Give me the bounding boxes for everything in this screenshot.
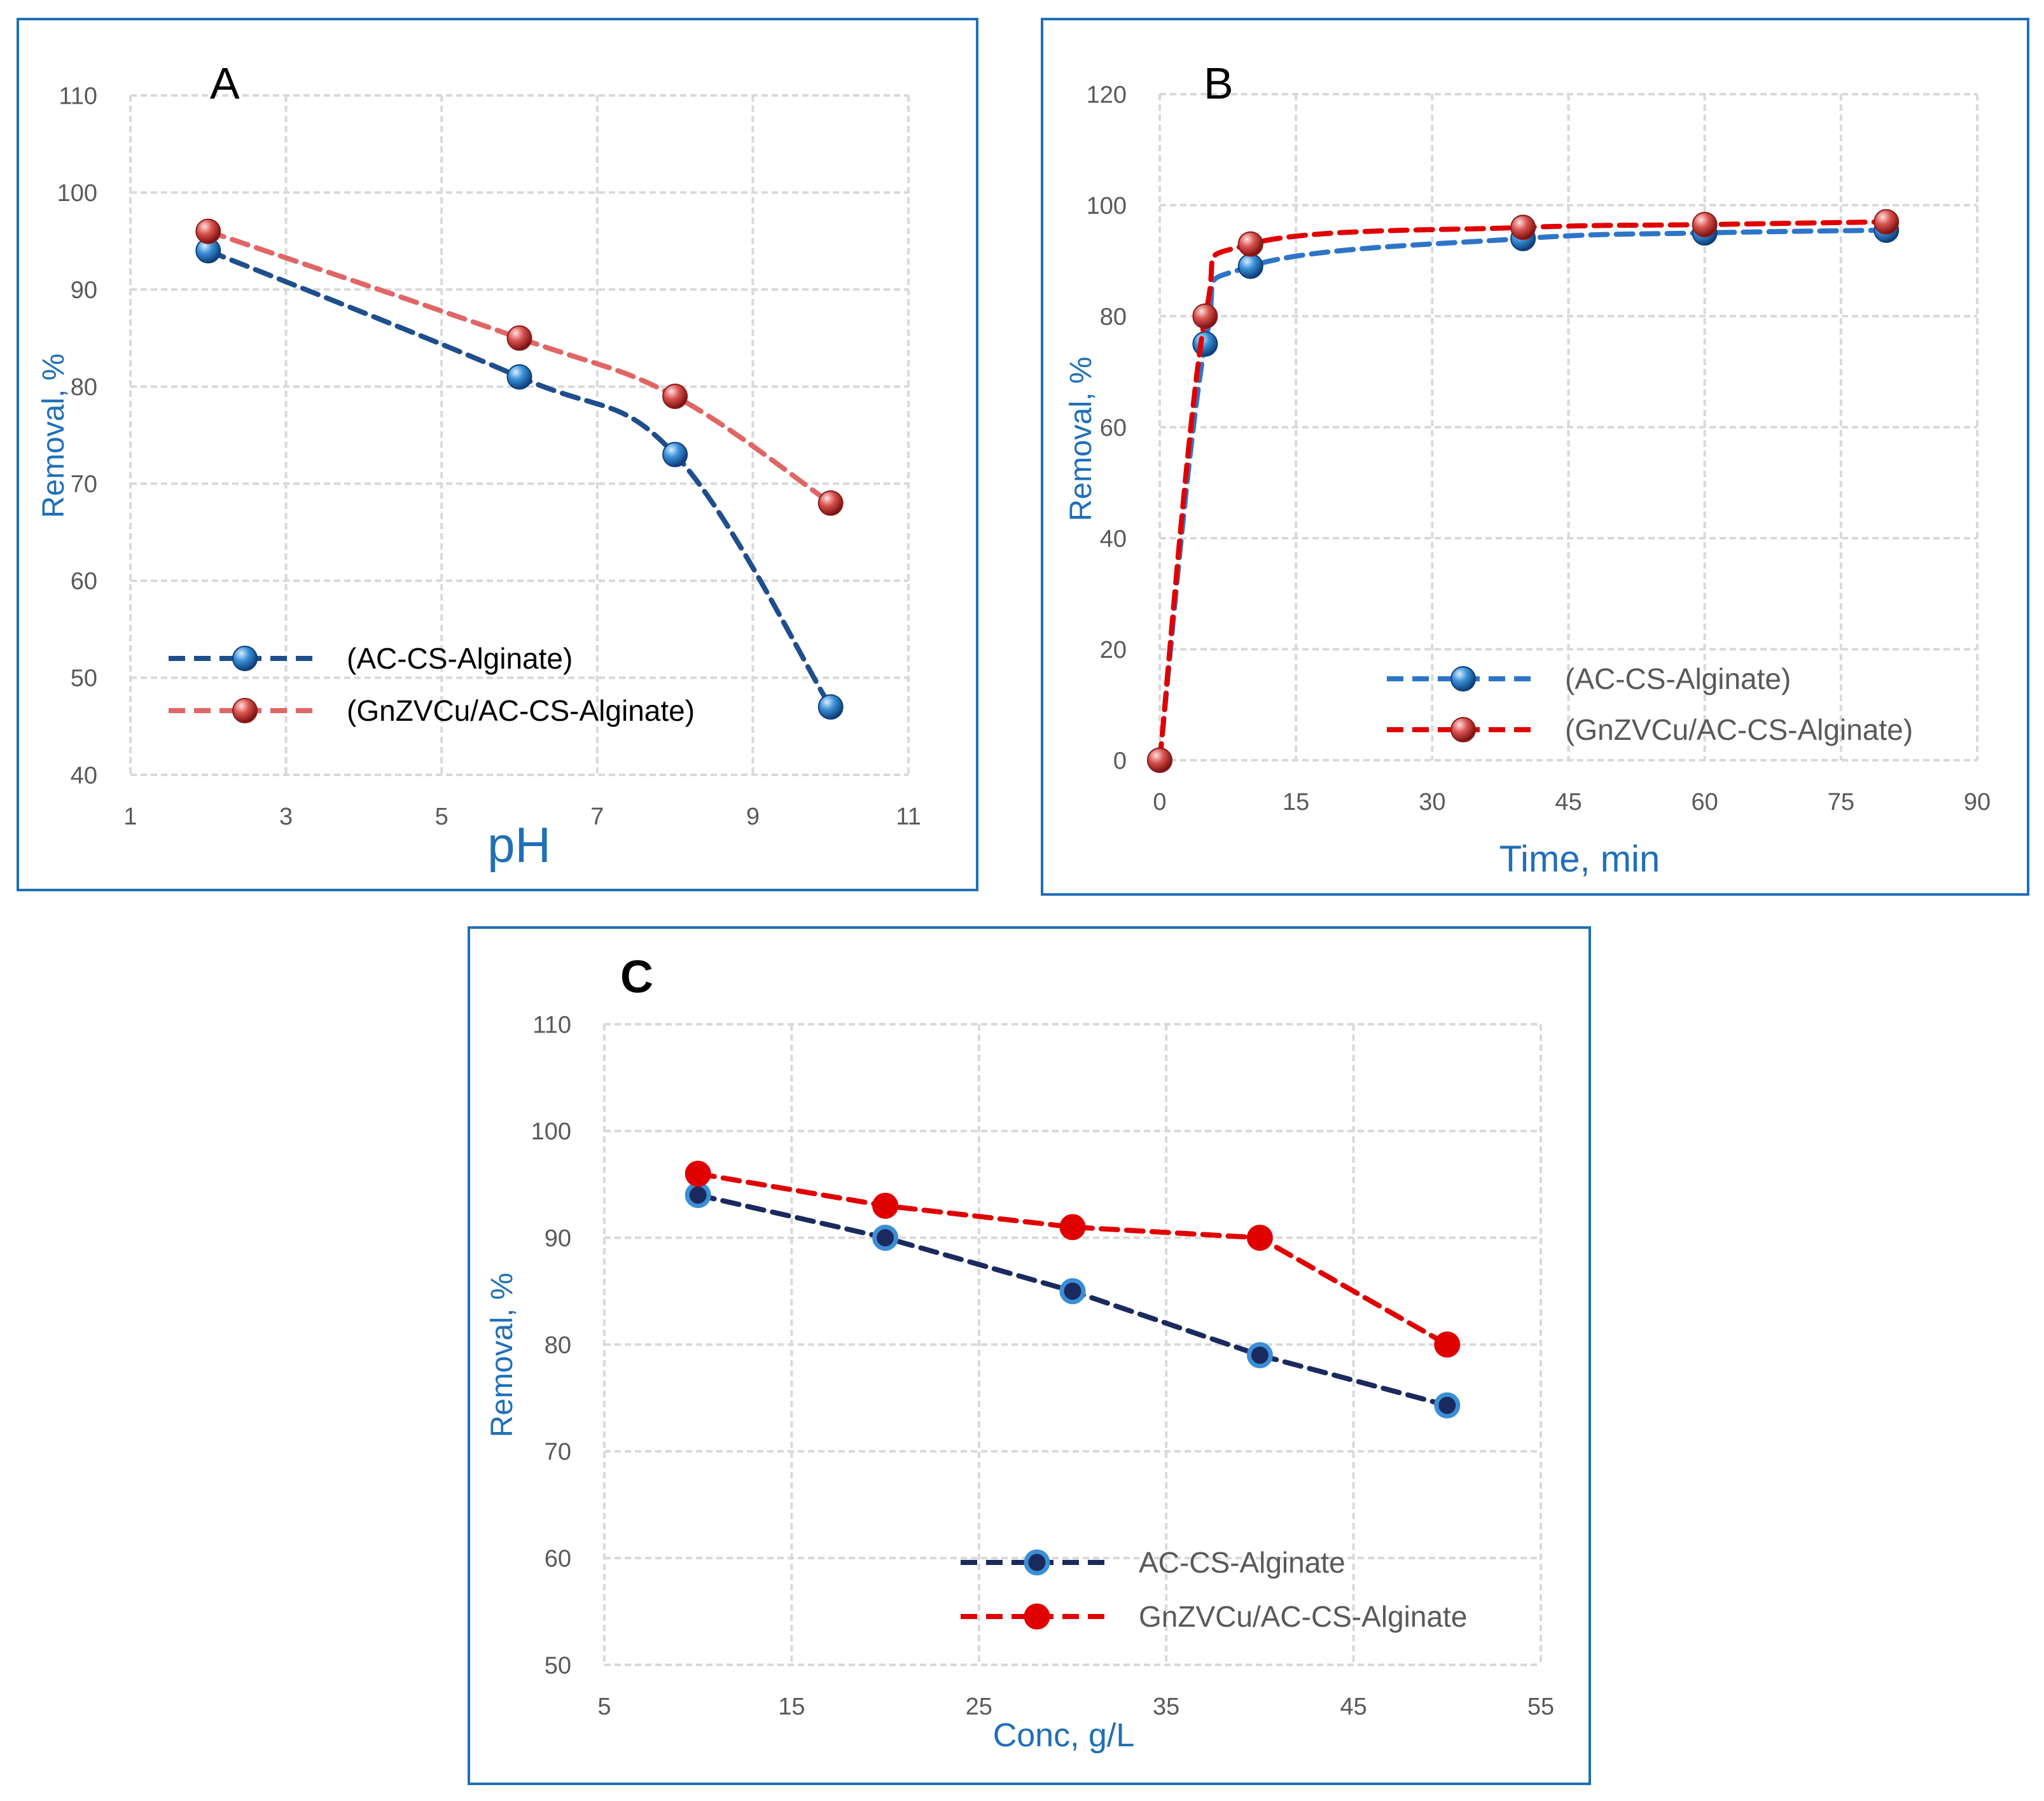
panel-c-y-tick-label: 90: [545, 1225, 571, 1252]
panel-c-series-1-point: [1246, 1342, 1273, 1368]
panel-a-legend-label-1: (AC-CS-Alginate): [347, 642, 573, 675]
panel-b: 0 20 40 60 80 100 120 0 15 30 45 60 75 90 (AC-CS-Algi…: [1041, 18, 2029, 896]
panel-a-x-tick-label: 9: [746, 803, 760, 830]
panel-c-frame: [468, 926, 1591, 1785]
panel-b-y-axis-label: Removal, %: [1064, 357, 1098, 522]
panel-b-legend-marker-2: [1450, 717, 1476, 742]
panel-b-x-axis-label: Time, min: [1499, 838, 1660, 880]
panel-c-series-1-point: [1434, 1392, 1461, 1419]
panel-a-y-tick-label: 100: [57, 180, 97, 207]
panel-b-series-1-point: [1192, 331, 1218, 357]
panel-a-series-2-point: [195, 218, 221, 244]
panel-b-y-tick-label: 60: [1100, 415, 1127, 442]
panel-b-series-2-point: [1510, 214, 1536, 240]
panel-c-series-2-point: [1059, 1214, 1086, 1241]
panel-a-y-tick-label: 110: [59, 83, 97, 109]
panel-b-y-tick-label: 80: [1100, 303, 1127, 330]
panel-b-series-2-point: [1192, 303, 1218, 329]
panel-b-legend-label-2: (GnZVCu/AC-CS-Alginate): [1565, 713, 1913, 746]
panel-c-x-tick-label: 25: [966, 1693, 992, 1720]
panel-a-x-tick-label: 3: [279, 803, 293, 830]
panel-b-series-2-point: [1237, 231, 1263, 257]
panel-a-y-tick-label: 40: [71, 762, 97, 789]
panel-a-legend-marker-2: [232, 698, 258, 723]
panel-c-y-tick-label: 50: [545, 1652, 571, 1679]
panel-b-x-tick-label: 0: [1153, 789, 1166, 816]
panel-b-y-tick-label: 0: [1113, 748, 1127, 774]
panel-c-series-1-point: [872, 1225, 899, 1251]
panel-b-x-tick-label: 75: [1828, 789, 1854, 816]
panel-c-series-2-point: [1434, 1332, 1461, 1358]
panel-a-series-2-point: [662, 383, 688, 409]
panel-b-x-tick-label: 45: [1555, 789, 1582, 816]
panel-c-y-tick-label: 110: [532, 1012, 571, 1038]
panel-c-y-tick-label: 80: [545, 1332, 571, 1359]
panel-b-y-tick-label: 120: [1087, 81, 1127, 108]
panel-c-letter: C: [620, 952, 653, 1003]
panel-a-y-tick-label: 90: [71, 277, 97, 303]
panel-a-x-tick-label: 7: [590, 803, 604, 830]
panel-a-series-1-line: [205, 248, 833, 710]
panel-a-series-2-point: [817, 490, 844, 516]
panel-b-x-tick-label: 60: [1692, 789, 1718, 816]
panel-a-y-tick-label: 70: [71, 471, 97, 498]
panel-c-series-2-point: [872, 1192, 899, 1219]
panel-b-y-tick-label: 40: [1100, 525, 1127, 552]
panel-a-legend-marker-1: [232, 646, 258, 671]
panel-c-series-2-line: [695, 1171, 1450, 1347]
panel-c-x-tick-label: 55: [1527, 1693, 1554, 1720]
panel-c-x-tick-label: 15: [778, 1693, 805, 1720]
panel-c-legend-marker-2: [1024, 1603, 1050, 1630]
panel-b-frame: [1041, 18, 2029, 896]
panel-a-x-tick-label: 1: [123, 803, 137, 830]
panel-c-series-2-point: [1246, 1225, 1273, 1251]
panel-c-series-1-point: [685, 1182, 711, 1209]
panel-a: 40 50 60 70 80 90 100 110 1 3 5 7 9 11 (AC-CS-Alginat…: [17, 18, 978, 891]
panel-b-x-tick-label: 90: [1964, 789, 1991, 816]
panel-a-y-tick-label: 80: [71, 374, 97, 401]
panel-c-y-tick-label: 100: [531, 1118, 571, 1145]
panel-b-x-tick-label: 30: [1419, 789, 1445, 816]
panel-c-y-tick-label: 70: [545, 1439, 571, 1466]
panel-a-x-axis-label: pH: [487, 817, 551, 873]
panel-b-series-2-point: [1692, 212, 1718, 238]
panel-a-series-1-point: [817, 694, 844, 720]
panel-c-x-tick-label: 35: [1153, 1693, 1179, 1720]
panel-a-x-tick-label: 11: [896, 803, 921, 830]
panel-b-x-tick-label: 15: [1283, 789, 1309, 816]
panel-b-y-tick-label: 100: [1087, 193, 1127, 219]
panel-c-y-axis-label: Removal, %: [485, 1273, 519, 1438]
panel-b-series-1-point: [1237, 253, 1263, 279]
panel-a-series-1-point: [662, 442, 688, 468]
panel-c-y-tick-label: 60: [545, 1545, 571, 1572]
panel-b-y-tick-label: 20: [1100, 637, 1127, 664]
panel-a-series-2-point: [506, 325, 532, 351]
panel-b-letter: B: [1204, 59, 1234, 108]
panel-a-y-axis-label: Removal, %: [37, 354, 71, 518]
panel-c-series-2-point: [685, 1160, 711, 1187]
panel-a-series-2-line: [205, 228, 833, 506]
panel-c-legend-label-2: GnZVCu/AC-CS-Alginate: [1139, 1600, 1467, 1633]
panel-c-x-tick-label: 5: [597, 1693, 611, 1720]
panel-a-x-tick-label: 5: [435, 803, 448, 830]
panel-b-series-2-point: [1874, 209, 1900, 235]
panel-c-x-axis-label: Conc, g/L: [993, 1717, 1135, 1754]
panel-b-legend-label-1: (AC-CS-Alginate): [1565, 662, 1791, 695]
panel-c-series-1-point: [1059, 1278, 1086, 1305]
panel-b-series-2-point: [1147, 748, 1172, 773]
panel-c-x-tick-label: 45: [1340, 1693, 1366, 1720]
panel-b-legend-marker-1: [1450, 666, 1476, 692]
panel-a-frame: [17, 18, 978, 891]
panel-a-legend-label-2: (GnZVCu/AC-CS-Alginate): [347, 694, 695, 727]
panel-a-y-tick-label: 50: [71, 665, 97, 692]
panel-a-letter: A: [210, 59, 240, 108]
panel-c-legend-marker-1: [1024, 1549, 1050, 1576]
panel-c: 50 60 70 80 90 100 110 5 15 25 35 45 55 AC-CS-Algina…: [468, 926, 1591, 1785]
panel-a-y-tick-label: 60: [71, 568, 97, 595]
panel-c-legend-label-1: AC-CS-Alginate: [1139, 1546, 1345, 1579]
panel-a-series-1-point: [506, 364, 532, 390]
